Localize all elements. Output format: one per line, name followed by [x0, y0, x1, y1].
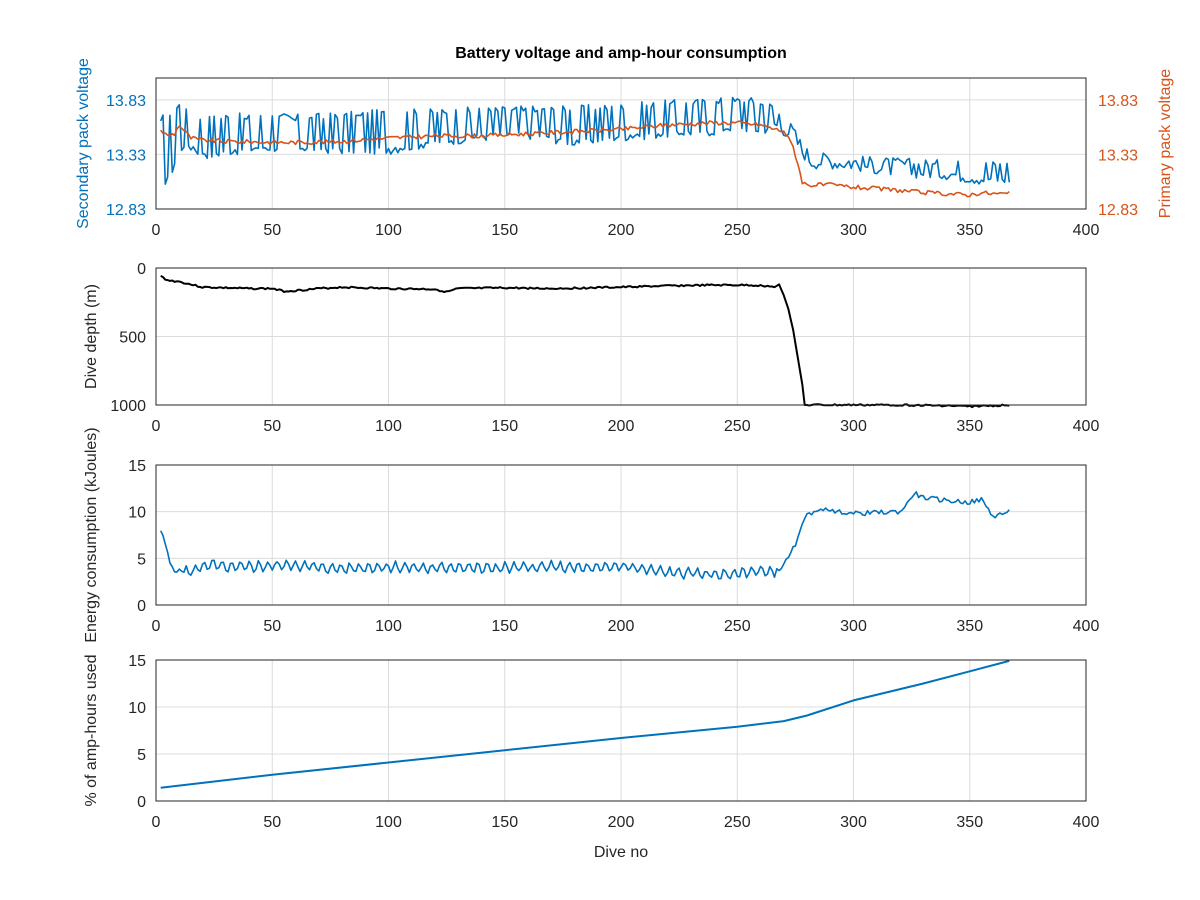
y-tick-label: 5: [137, 551, 146, 568]
x-tick-label: 0: [152, 618, 161, 635]
y-tick-label: 1000: [110, 398, 146, 415]
y-axis-label: Secondary pack voltage: [75, 58, 92, 229]
y2-tick-label: 13.83: [1098, 93, 1138, 110]
y-tick-label: 5: [137, 747, 146, 764]
y-axis-label: % of amp-hours used: [83, 654, 100, 806]
y-tick-label: 15: [128, 653, 146, 670]
x-tick-label: 150: [491, 618, 518, 635]
x-tick-label: 150: [491, 222, 518, 239]
x-tick-label: 400: [1073, 814, 1100, 831]
x-tick-label: 200: [608, 418, 635, 435]
subplot-4: 0 50 100 150 200 250 300 350 400 0 5 10 15 % of amp-h…: [83, 653, 1099, 861]
y2-axis-label: Primary pack voltage: [1157, 69, 1174, 218]
x-tick-label: 200: [608, 618, 635, 635]
x-tick-label: 200: [608, 814, 635, 831]
x-tick-label: 250: [724, 814, 751, 831]
y-tick-label: 500: [119, 330, 146, 347]
x-tick-label: 0: [152, 418, 161, 435]
y-tick-label: 0: [137, 598, 146, 615]
y-axis-label: Dive depth (m): [83, 284, 100, 389]
figure-title: Battery voltage and amp-hour consumption: [455, 45, 787, 62]
x-tick-label: 300: [840, 222, 867, 239]
series-line-4-1: [160, 659, 1010, 789]
subplot-3: 0 50 100 150 200 250 300 350 400 0 5 10 15 Energy con…: [83, 427, 1099, 642]
axes-box: [155, 77, 1087, 210]
x-tick-label: 100: [375, 814, 402, 831]
x-tick-label: 150: [491, 418, 518, 435]
x-tick-label: 100: [375, 418, 402, 435]
x-tick-label: 300: [840, 618, 867, 635]
y-tick-label: 12.83: [106, 202, 146, 219]
x-tick-label: 100: [375, 222, 402, 239]
x-tick-label: 200: [608, 222, 635, 239]
x-tick-label: 300: [840, 418, 867, 435]
x-tick-label: 400: [1073, 618, 1100, 635]
axes-box: [155, 659, 1087, 802]
y-tick-label: 0: [137, 261, 146, 278]
y-tick-label: 10: [128, 505, 146, 522]
x-tick-label: 100: [375, 618, 402, 635]
x-tick-label: 50: [263, 618, 281, 635]
x-tick-label: 350: [956, 618, 983, 635]
x-tick-label: 350: [956, 418, 983, 435]
series-line-1-1: [159, 96, 1011, 185]
x-tick-label: 50: [263, 814, 281, 831]
x-tick-label: 350: [956, 222, 983, 239]
x-tick-label: 150: [491, 814, 518, 831]
y-tick-label: 13.83: [106, 93, 146, 110]
x-tick-label: 0: [152, 814, 161, 831]
x-tick-label: 400: [1073, 418, 1100, 435]
subplot-2: 0 50 100 150 200 250 300 350 400 0 500 1000 Dive dep…: [83, 261, 1099, 435]
series-line-3-1: [159, 491, 1010, 580]
y-tick-label: 13.33: [106, 147, 146, 164]
y2-tick-label: 13.33: [1098, 147, 1138, 164]
subplots: 0 50 100 150 200 250 300 350 40012.8313.3313.831…: [75, 58, 1174, 861]
x-tick-label: 300: [840, 814, 867, 831]
axes-box: [155, 464, 1087, 606]
x-tick-label: 350: [956, 814, 983, 831]
x-tick-label: 400: [1073, 222, 1100, 239]
y-tick-label: 10: [128, 700, 146, 717]
x-tick-label: 250: [724, 618, 751, 635]
x-tick-label: 250: [724, 418, 751, 435]
series-line-1-2: [160, 120, 1010, 198]
axes-box: [155, 267, 1087, 406]
x-tick-label: 250: [724, 222, 751, 239]
y-tick-label: 0: [137, 794, 146, 811]
subplot-1: 0 50 100 150 200 250 300 350 400 12.83 13.33 13.83 1…: [75, 58, 1174, 239]
y-tick-label: 15: [128, 458, 146, 475]
x-tick-label: 50: [263, 418, 281, 435]
y-axis-label: Energy consumption (kJoules): [83, 427, 100, 642]
y2-tick-label: 12.83: [1098, 202, 1138, 219]
x-tick-label: 0: [152, 222, 161, 239]
x-tick-label: 50: [263, 222, 281, 239]
x-axis-label: Dive no: [594, 844, 648, 861]
